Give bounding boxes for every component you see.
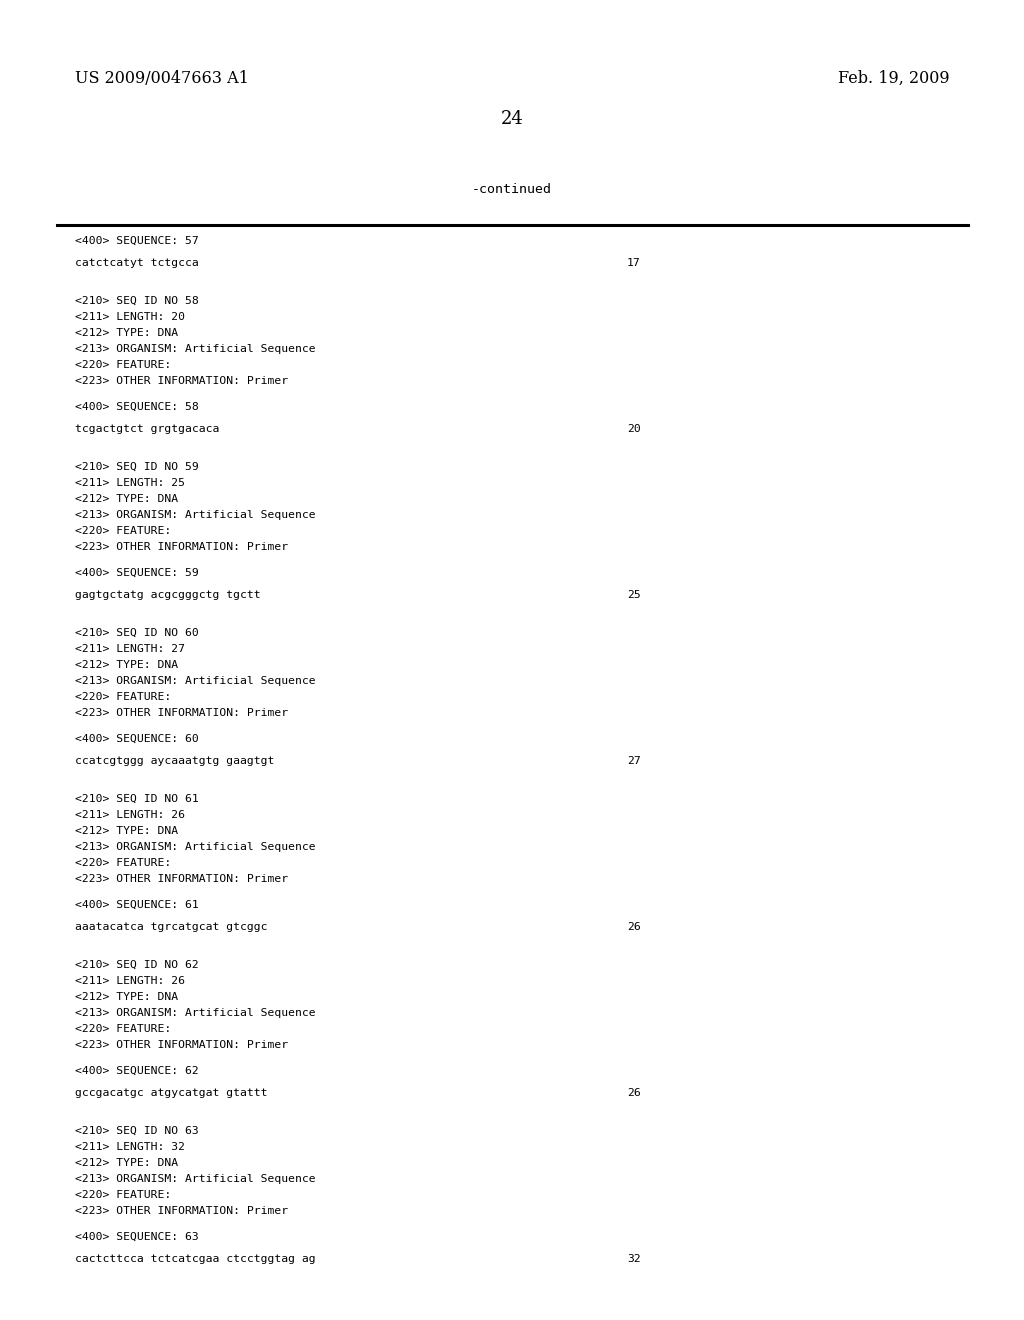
- Text: <220> FEATURE:: <220> FEATURE:: [75, 360, 171, 370]
- Text: <210> SEQ ID NO 61: <210> SEQ ID NO 61: [75, 795, 199, 804]
- Text: <212> TYPE: DNA: <212> TYPE: DNA: [75, 1158, 178, 1168]
- Text: <400> SEQUENCE: 63: <400> SEQUENCE: 63: [75, 1232, 199, 1242]
- Text: <210> SEQ ID NO 62: <210> SEQ ID NO 62: [75, 960, 199, 970]
- Text: <212> TYPE: DNA: <212> TYPE: DNA: [75, 494, 178, 504]
- Text: aaatacatca tgrcatgcat gtcggc: aaatacatca tgrcatgcat gtcggc: [75, 921, 267, 932]
- Text: <220> FEATURE:: <220> FEATURE:: [75, 1024, 171, 1034]
- Text: <213> ORGANISM: Artificial Sequence: <213> ORGANISM: Artificial Sequence: [75, 345, 315, 354]
- Text: 17: 17: [627, 257, 641, 268]
- Text: 26: 26: [627, 921, 641, 932]
- Text: <211> LENGTH: 26: <211> LENGTH: 26: [75, 810, 185, 820]
- Text: <212> TYPE: DNA: <212> TYPE: DNA: [75, 660, 178, 671]
- Text: <213> ORGANISM: Artificial Sequence: <213> ORGANISM: Artificial Sequence: [75, 1008, 315, 1018]
- Text: <400> SEQUENCE: 57: <400> SEQUENCE: 57: [75, 236, 199, 246]
- Text: <220> FEATURE:: <220> FEATURE:: [75, 1191, 171, 1200]
- Text: <400> SEQUENCE: 62: <400> SEQUENCE: 62: [75, 1067, 199, 1076]
- Text: tcgactgtct grgtgacaca: tcgactgtct grgtgacaca: [75, 424, 219, 434]
- Text: 20: 20: [627, 424, 641, 434]
- Text: <400> SEQUENCE: 61: <400> SEQUENCE: 61: [75, 900, 199, 909]
- Text: <212> TYPE: DNA: <212> TYPE: DNA: [75, 327, 178, 338]
- Text: cactcttcca tctcatcgaa ctcctggtag ag: cactcttcca tctcatcgaa ctcctggtag ag: [75, 1254, 315, 1265]
- Text: ccatcgtggg aycaaatgtg gaagtgt: ccatcgtggg aycaaatgtg gaagtgt: [75, 756, 274, 766]
- Text: <220> FEATURE:: <220> FEATURE:: [75, 858, 171, 869]
- Text: 27: 27: [627, 756, 641, 766]
- Text: 26: 26: [627, 1088, 641, 1098]
- Text: <223> OTHER INFORMATION: Primer: <223> OTHER INFORMATION: Primer: [75, 376, 288, 385]
- Text: <400> SEQUENCE: 58: <400> SEQUENCE: 58: [75, 403, 199, 412]
- Text: <223> OTHER INFORMATION: Primer: <223> OTHER INFORMATION: Primer: [75, 1206, 288, 1216]
- Text: <210> SEQ ID NO 60: <210> SEQ ID NO 60: [75, 628, 199, 638]
- Text: <223> OTHER INFORMATION: Primer: <223> OTHER INFORMATION: Primer: [75, 543, 288, 552]
- Text: -continued: -continued: [472, 183, 552, 195]
- Text: <212> TYPE: DNA: <212> TYPE: DNA: [75, 993, 178, 1002]
- Text: <210> SEQ ID NO 63: <210> SEQ ID NO 63: [75, 1126, 199, 1137]
- Text: <223> OTHER INFORMATION: Primer: <223> OTHER INFORMATION: Primer: [75, 874, 288, 884]
- Text: <211> LENGTH: 26: <211> LENGTH: 26: [75, 975, 185, 986]
- Text: US 2009/0047663 A1: US 2009/0047663 A1: [75, 70, 249, 87]
- Text: <211> LENGTH: 27: <211> LENGTH: 27: [75, 644, 185, 653]
- Text: catctcatyt tctgcca: catctcatyt tctgcca: [75, 257, 199, 268]
- Text: <220> FEATURE:: <220> FEATURE:: [75, 525, 171, 536]
- Text: 25: 25: [627, 590, 641, 601]
- Text: <213> ORGANISM: Artificial Sequence: <213> ORGANISM: Artificial Sequence: [75, 1173, 315, 1184]
- Text: <210> SEQ ID NO 58: <210> SEQ ID NO 58: [75, 296, 199, 306]
- Text: gccgacatgc atgycatgat gtattt: gccgacatgc atgycatgat gtattt: [75, 1088, 267, 1098]
- Text: <213> ORGANISM: Artificial Sequence: <213> ORGANISM: Artificial Sequence: [75, 510, 315, 520]
- Text: <223> OTHER INFORMATION: Primer: <223> OTHER INFORMATION: Primer: [75, 1040, 288, 1049]
- Text: <210> SEQ ID NO 59: <210> SEQ ID NO 59: [75, 462, 199, 473]
- Text: <213> ORGANISM: Artificial Sequence: <213> ORGANISM: Artificial Sequence: [75, 676, 315, 686]
- Text: 32: 32: [627, 1254, 641, 1265]
- Text: <213> ORGANISM: Artificial Sequence: <213> ORGANISM: Artificial Sequence: [75, 842, 315, 851]
- Text: <400> SEQUENCE: 59: <400> SEQUENCE: 59: [75, 568, 199, 578]
- Text: gagtgctatg acgcgggctg tgctt: gagtgctatg acgcgggctg tgctt: [75, 590, 261, 601]
- Text: <212> TYPE: DNA: <212> TYPE: DNA: [75, 826, 178, 836]
- Text: 24: 24: [501, 110, 523, 128]
- Text: <211> LENGTH: 20: <211> LENGTH: 20: [75, 312, 185, 322]
- Text: Feb. 19, 2009: Feb. 19, 2009: [839, 70, 950, 87]
- Text: <220> FEATURE:: <220> FEATURE:: [75, 692, 171, 702]
- Text: <211> LENGTH: 25: <211> LENGTH: 25: [75, 478, 185, 488]
- Text: <223> OTHER INFORMATION: Primer: <223> OTHER INFORMATION: Primer: [75, 708, 288, 718]
- Text: <211> LENGTH: 32: <211> LENGTH: 32: [75, 1142, 185, 1152]
- Text: <400> SEQUENCE: 60: <400> SEQUENCE: 60: [75, 734, 199, 744]
